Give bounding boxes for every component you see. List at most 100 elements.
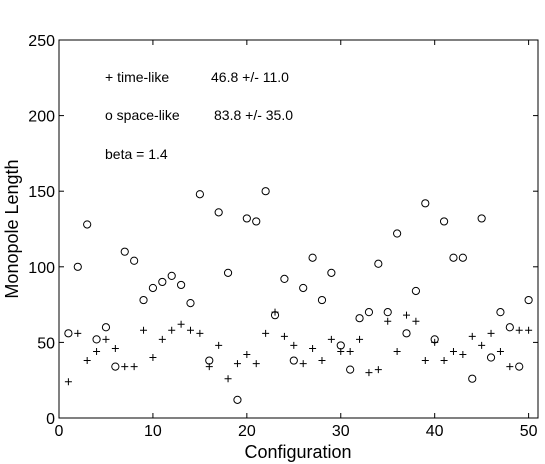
- timelike-point: [468, 332, 476, 340]
- annotation-spacelike-label: o space-like: [105, 107, 180, 123]
- spacelike-point: [402, 329, 411, 338]
- spacelike-point: [83, 220, 92, 229]
- spacelike-point: [289, 356, 298, 365]
- x-tick-label: 50: [520, 423, 538, 440]
- y-tick-label: 150: [28, 184, 55, 201]
- annotation-spacelike-value: 83.8 +/- 35.0: [214, 107, 293, 123]
- spacelike-point: [496, 308, 505, 317]
- spacelike-point: [158, 277, 167, 287]
- spacelike-point: [139, 295, 148, 305]
- spacelike-point: [64, 329, 73, 338]
- spacelike-point: [299, 283, 308, 293]
- x-tick-label: 40: [426, 423, 444, 440]
- annotation-timelike-label: + time-like: [105, 69, 169, 85]
- spacelike-point: [111, 362, 120, 371]
- spacelike-point: [73, 262, 82, 271]
- spacelike-point: [261, 187, 270, 196]
- timelike-point: [384, 317, 392, 325]
- spacelike-point: [393, 229, 402, 238]
- spacelike-point: [346, 365, 355, 374]
- timelike-point: [515, 326, 523, 334]
- spacelike-point: [515, 362, 524, 371]
- x-tick-label: 30: [332, 423, 350, 440]
- spacelike-point: [130, 256, 139, 265]
- spacelike-point: [486, 353, 496, 362]
- timelike-point: [421, 357, 429, 365]
- spacelike-point: [252, 217, 261, 226]
- timelike-point: [459, 350, 467, 358]
- spacelike-point: [505, 323, 514, 332]
- spacelike-point: [468, 374, 477, 383]
- timelike-point: [327, 335, 335, 343]
- timelike-point: [102, 335, 110, 343]
- spacelike-point: [195, 190, 204, 199]
- timelike-point: [158, 335, 166, 343]
- spacelike-point: [421, 199, 430, 208]
- timelike-point: [252, 360, 260, 368]
- annotation-beta: beta = 1.4: [105, 146, 168, 162]
- spacelike-point: [355, 314, 364, 323]
- timelike-point: [74, 329, 82, 337]
- timelike-point: [299, 360, 307, 368]
- spacelike-point: [186, 298, 195, 308]
- spacelike-point: [233, 395, 242, 404]
- y-tick-label: 250: [28, 33, 55, 50]
- timelike-point: [140, 326, 148, 334]
- spacelike-point: [524, 295, 533, 305]
- timelike-point: [525, 326, 533, 334]
- spacelike-point: [92, 335, 101, 344]
- spacelike-point: [205, 356, 214, 365]
- spacelike-point: [439, 217, 449, 226]
- timelike-point: [487, 329, 495, 337]
- timelike-point: [412, 317, 420, 325]
- spacelike-point: [364, 308, 374, 317]
- spacelike-point: [280, 274, 289, 283]
- timelike-point: [177, 320, 185, 328]
- timelike-point: [374, 366, 382, 374]
- y-tick-label: 100: [28, 260, 55, 277]
- x-axis-title: Configuration: [244, 442, 351, 462]
- timelike-point: [356, 335, 364, 343]
- timelike-point: [478, 341, 486, 349]
- timelike-point: [233, 360, 241, 368]
- timelike-point: [243, 350, 251, 358]
- y-tick-label: 200: [28, 109, 55, 126]
- spacelike-point: [176, 280, 186, 290]
- spacelike-point: [101, 323, 111, 332]
- timelike-point: [506, 363, 514, 371]
- timelike-point: [496, 347, 504, 355]
- spacelike-point: [374, 259, 383, 268]
- timelike-point: [224, 375, 232, 383]
- spacelike-point: [336, 341, 345, 350]
- spacelike-point: [477, 214, 486, 223]
- spacelike-point: [242, 214, 251, 223]
- timelike-point: [93, 347, 101, 355]
- timelike-point: [440, 357, 448, 365]
- spacelike-point: [148, 283, 158, 293]
- spacelike-point: [167, 271, 176, 280]
- spacelike-point: [449, 253, 458, 262]
- x-tick-label: 10: [144, 423, 162, 440]
- spacelike-point: [411, 286, 421, 296]
- y-axis-title: Monopole Length: [2, 159, 22, 298]
- spacelike-point: [458, 253, 467, 262]
- spacelike-point: [214, 208, 223, 217]
- spacelike-point: [327, 268, 336, 277]
- timelike-point: [186, 326, 194, 334]
- timelike-point: [149, 354, 157, 362]
- spacelike-point: [120, 247, 129, 256]
- timelike-point: [318, 357, 326, 365]
- timelike-point: [196, 329, 204, 337]
- spacelike-point: [317, 295, 327, 305]
- timelike-point: [403, 311, 411, 319]
- timelike-point: [290, 341, 298, 349]
- spacelike-point: [223, 268, 233, 277]
- y-tick-label: 0: [46, 411, 55, 428]
- timelike-point: [64, 378, 72, 386]
- plot-frame: [58, 39, 539, 419]
- timelike-point: [83, 357, 91, 365]
- timelike-point: [346, 347, 354, 355]
- timelike-point: [121, 363, 129, 371]
- x-tick-label: 0: [55, 423, 64, 440]
